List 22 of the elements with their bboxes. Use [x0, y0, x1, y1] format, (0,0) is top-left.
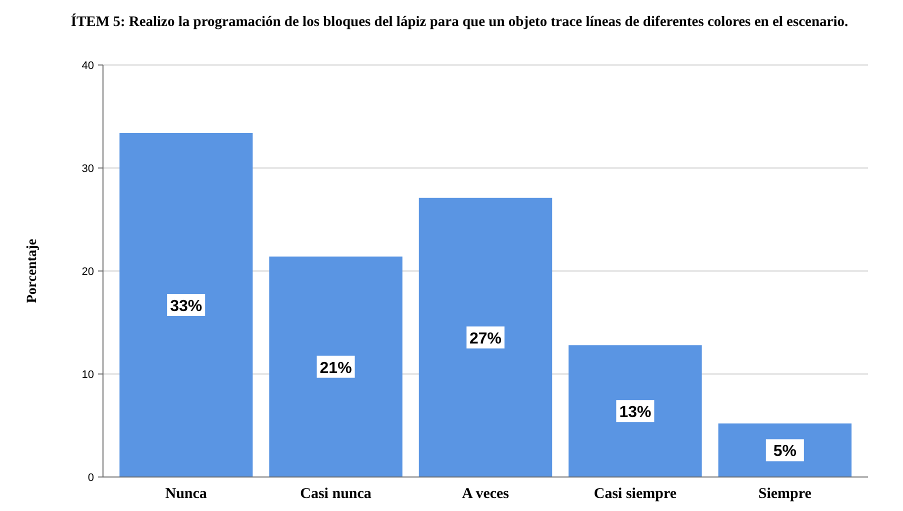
y-tick-label: 30 — [82, 163, 94, 175]
data-label: 33% — [170, 298, 202, 315]
bar — [718, 423, 852, 477]
data-label: 5% — [773, 443, 796, 460]
data-label: 13% — [619, 404, 652, 422]
x-tick-label: Nunca — [165, 486, 208, 502]
bar — [568, 345, 702, 477]
y-tick-label: 20 — [82, 266, 94, 278]
bar — [119, 132, 253, 477]
bar — [418, 198, 552, 477]
y-tick-label: 0 — [88, 472, 94, 484]
bar — [269, 256, 402, 477]
x-tick-label: A veces — [462, 486, 510, 502]
x-tick-label: Casi siempre — [594, 486, 677, 502]
y-tick-label: 10 — [82, 369, 94, 381]
chart-title: ÍTEM 5: Realizo la programación de los bloques del lápiz para que un objeto trace líneas de diferentes colores en el escenario. — [70, 13, 848, 30]
data-label: 21% — [320, 360, 352, 377]
y-tick-label: 40 — [82, 60, 94, 72]
x-tick-label: Siempre — [758, 486, 812, 502]
data-label: 27% — [469, 330, 502, 348]
y-axis-title: Porcentaje — [25, 238, 40, 304]
x-tick-label: Casi nunca — [300, 486, 372, 502]
